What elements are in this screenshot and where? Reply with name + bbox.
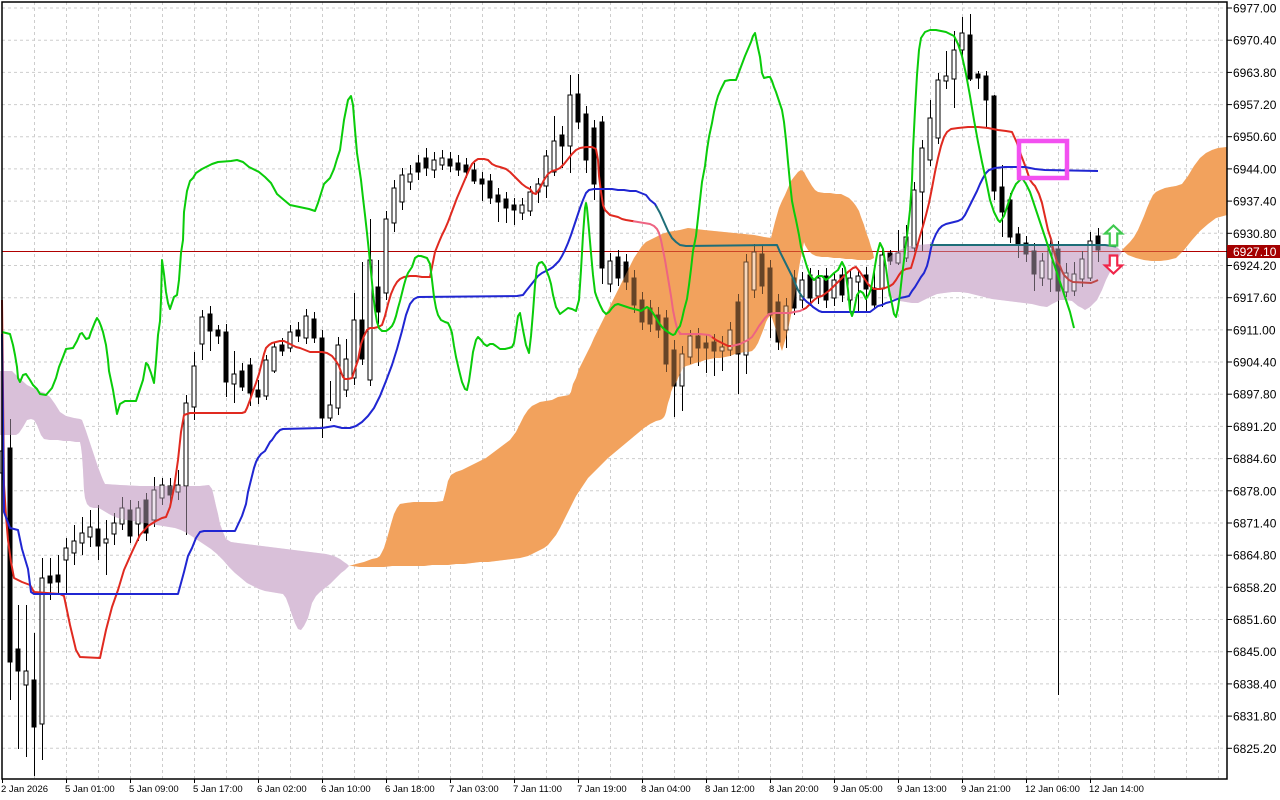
- svg-text:6831.80: 6831.80: [1233, 710, 1277, 724]
- svg-text:6917.60: 6917.60: [1233, 291, 1277, 305]
- svg-text:7 Jan 19:00: 7 Jan 19:00: [577, 784, 627, 795]
- svg-text:6970.40: 6970.40: [1233, 34, 1277, 48]
- svg-text:12 Jan 06:00: 12 Jan 06:00: [1025, 784, 1080, 795]
- svg-text:6884.60: 6884.60: [1233, 452, 1277, 466]
- svg-text:8 Jan 04:00: 8 Jan 04:00: [641, 784, 691, 795]
- svg-text:9 Jan 13:00: 9 Jan 13:00: [897, 784, 947, 795]
- svg-text:5 Jan 01:00: 5 Jan 01:00: [65, 784, 115, 795]
- svg-text:6904.40: 6904.40: [1233, 356, 1277, 370]
- svg-text:6927.10: 6927.10: [1233, 245, 1277, 259]
- svg-text:5 Jan 17:00: 5 Jan 17:00: [193, 784, 243, 795]
- svg-text:9 Jan 21:00: 9 Jan 21:00: [961, 784, 1011, 795]
- svg-text:6950.60: 6950.60: [1233, 130, 1277, 144]
- svg-text:7 Jan 03:00: 7 Jan 03:00: [449, 784, 499, 795]
- svg-text:6937.40: 6937.40: [1233, 195, 1277, 209]
- svg-text:6924.20: 6924.20: [1233, 259, 1277, 273]
- svg-text:8 Jan 20:00: 8 Jan 20:00: [769, 784, 819, 795]
- svg-text:8 Jan 12:00: 8 Jan 12:00: [705, 784, 755, 795]
- svg-text:6878.00: 6878.00: [1233, 484, 1277, 498]
- svg-text:2 Jan 2026: 2 Jan 2026: [1, 784, 48, 795]
- svg-text:6845.00: 6845.00: [1233, 645, 1277, 659]
- svg-text:6 Jan 10:00: 6 Jan 10:00: [321, 784, 371, 795]
- svg-text:6871.40: 6871.40: [1233, 517, 1277, 531]
- svg-text:6 Jan 18:00: 6 Jan 18:00: [385, 784, 435, 795]
- svg-text:6858.20: 6858.20: [1233, 581, 1277, 595]
- svg-text:6897.80: 6897.80: [1233, 388, 1277, 402]
- svg-text:5 Jan 09:00: 5 Jan 09:00: [129, 784, 179, 795]
- svg-text:6977.00: 6977.00: [1233, 2, 1277, 16]
- svg-text:6864.80: 6864.80: [1233, 549, 1277, 563]
- svg-text:12 Jan 14:00: 12 Jan 14:00: [1089, 784, 1144, 795]
- svg-text:6825.20: 6825.20: [1233, 742, 1277, 756]
- svg-text:6911.00: 6911.00: [1233, 323, 1276, 337]
- svg-text:6957.20: 6957.20: [1233, 98, 1277, 112]
- svg-text:6944.00: 6944.00: [1233, 162, 1277, 176]
- svg-text:6851.60: 6851.60: [1233, 613, 1277, 627]
- svg-text:6930.80: 6930.80: [1233, 227, 1277, 241]
- svg-text:6891.20: 6891.20: [1233, 420, 1277, 434]
- svg-text:9 Jan 05:00: 9 Jan 05:00: [833, 784, 883, 795]
- svg-text:6 Jan 02:00: 6 Jan 02:00: [257, 784, 307, 795]
- svg-text:6963.80: 6963.80: [1233, 66, 1277, 80]
- svg-text:7 Jan 11:00: 7 Jan 11:00: [513, 784, 562, 795]
- svg-text:6838.40: 6838.40: [1233, 677, 1277, 691]
